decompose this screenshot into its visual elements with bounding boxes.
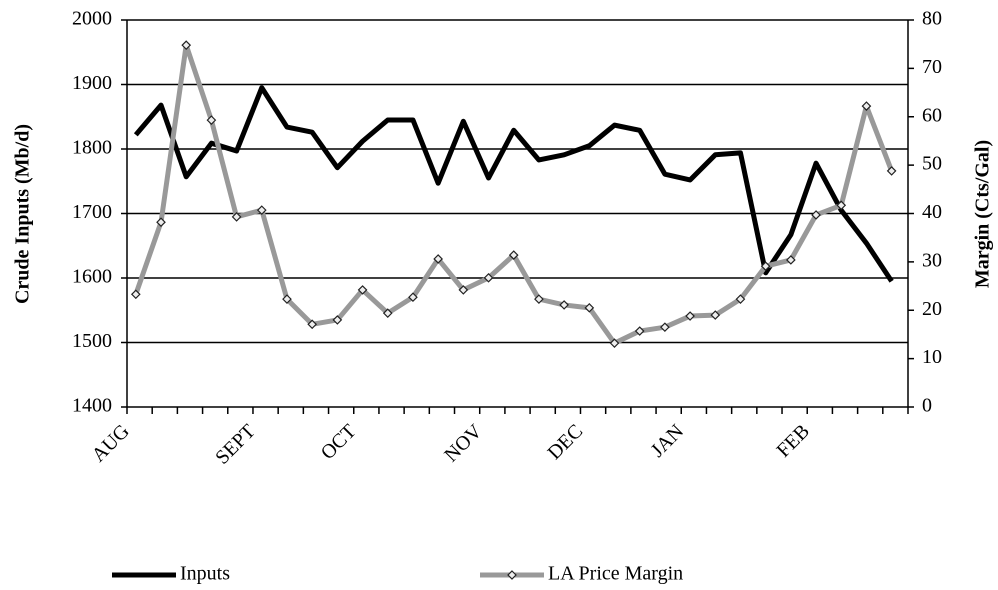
marker (710, 310, 721, 320)
marker (256, 205, 267, 215)
marker (660, 322, 670, 333)
marker (332, 315, 343, 325)
y2-tick-label: 20 (922, 298, 942, 320)
y-tick-label: 2000 (72, 8, 112, 30)
y-tick-label: 1900 (72, 72, 112, 94)
y2-tick-label: 30 (922, 249, 942, 271)
marker (408, 292, 418, 303)
marker (584, 302, 595, 313)
marker (458, 285, 469, 295)
marker (559, 300, 569, 310)
x-tick-label: DEC (543, 420, 587, 464)
marker (307, 319, 318, 330)
marker (861, 101, 872, 111)
marker (231, 212, 242, 222)
y2-tick-label: 60 (922, 104, 942, 126)
y2-tick-label: 70 (922, 56, 942, 78)
y2-tick-label: 10 (922, 346, 942, 368)
marker (786, 255, 796, 265)
marker (206, 115, 217, 125)
y-tick-label: 1700 (72, 201, 112, 223)
marker (508, 250, 519, 260)
y2-tick-label: 0 (922, 395, 932, 417)
marker (433, 254, 443, 264)
marker (836, 200, 847, 211)
marker (156, 217, 166, 228)
marker (735, 294, 746, 304)
y2-tick-label: 80 (922, 8, 942, 30)
series-line (133, 42, 894, 346)
legend-marker (507, 570, 517, 580)
marker (181, 40, 192, 51)
y-tick-label: 1500 (72, 330, 112, 352)
marker (609, 338, 620, 348)
marker (760, 261, 771, 272)
marker (282, 294, 292, 304)
x-tick-label: NOV (440, 420, 487, 467)
marker (685, 311, 695, 321)
marker (483, 272, 494, 283)
x-tick-label: AUG (88, 420, 134, 466)
x-tick-label: SEPT (211, 420, 260, 469)
x-tick-label: FEB (773, 420, 814, 461)
series-line (133, 85, 894, 283)
marker (634, 326, 645, 336)
marker (886, 166, 897, 176)
x-tick-label: OCT (317, 420, 361, 464)
marker (130, 289, 141, 300)
y2-tick-label: 50 (922, 153, 942, 175)
marker (382, 308, 393, 319)
y2-tick-label: 40 (922, 201, 942, 223)
y2-axis-title: Margin (Cts/Gal) (972, 140, 994, 288)
marker (357, 285, 368, 295)
y-tick-label: 1600 (72, 266, 112, 288)
legend-label: Inputs (180, 563, 230, 585)
marker (811, 210, 821, 220)
legend-label: LA Price Margin (548, 563, 683, 585)
y-tick-label: 1400 (72, 395, 112, 417)
x-tick-label: JAN (647, 420, 688, 461)
marker (534, 294, 544, 304)
y-tick-label: 1800 (72, 137, 112, 159)
y-axis-title: Crude Inputs (Mb/d) (12, 124, 34, 304)
